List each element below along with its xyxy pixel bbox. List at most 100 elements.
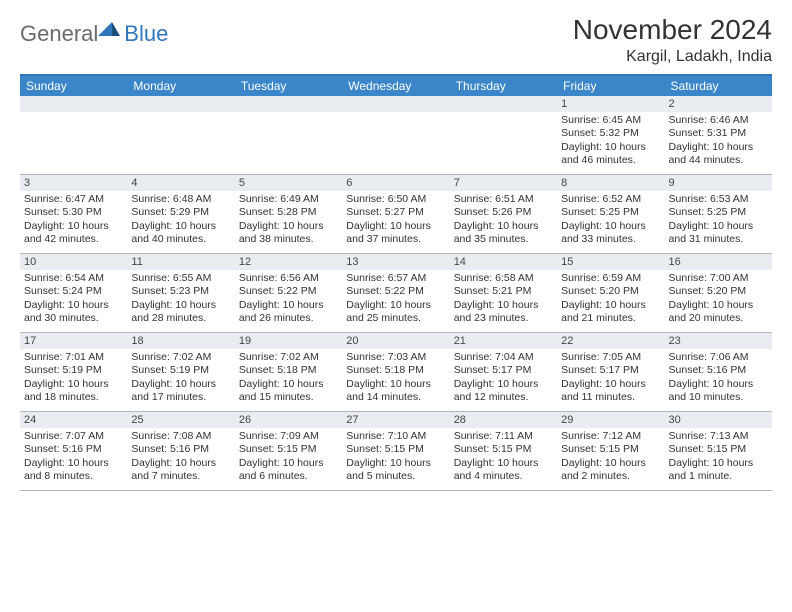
sunset-text: Sunset: 5:17 PM	[561, 364, 660, 377]
calendar-cell: 18Sunrise: 7:02 AMSunset: 5:19 PMDayligh…	[127, 333, 234, 411]
daylight-text: Daylight: 10 hours and 23 minutes.	[454, 299, 553, 326]
sunrise-text: Sunrise: 7:09 AM	[239, 430, 338, 443]
sunrise-text: Sunrise: 7:00 AM	[669, 272, 768, 285]
sunset-text: Sunset: 5:18 PM	[346, 364, 445, 377]
logo-text-general: General	[20, 21, 98, 47]
sunrise-text: Sunrise: 7:11 AM	[454, 430, 553, 443]
day-number: 1	[557, 96, 664, 112]
calendar-cell: 9Sunrise: 6:53 AMSunset: 5:25 PMDaylight…	[665, 175, 772, 253]
day-details: Sunrise: 6:55 AMSunset: 5:23 PMDaylight:…	[127, 270, 234, 330]
day-number: 26	[235, 412, 342, 428]
calendar-page: General Blue November 2024 Kargil, Ladak…	[0, 0, 792, 491]
calendar-cell: 4Sunrise: 6:48 AMSunset: 5:29 PMDaylight…	[127, 175, 234, 253]
day-number	[450, 96, 557, 112]
calendar-cell: 15Sunrise: 6:59 AMSunset: 5:20 PMDayligh…	[557, 254, 664, 332]
daylight-text: Daylight: 10 hours and 33 minutes.	[561, 220, 660, 247]
daylight-text: Daylight: 10 hours and 21 minutes.	[561, 299, 660, 326]
daylight-text: Daylight: 10 hours and 6 minutes.	[239, 457, 338, 484]
calendar-cell: 19Sunrise: 7:02 AMSunset: 5:18 PMDayligh…	[235, 333, 342, 411]
week-row: 10Sunrise: 6:54 AMSunset: 5:24 PMDayligh…	[20, 254, 772, 333]
sunset-text: Sunset: 5:19 PM	[131, 364, 230, 377]
day-number: 11	[127, 254, 234, 270]
day-details: Sunrise: 6:49 AMSunset: 5:28 PMDaylight:…	[235, 191, 342, 251]
calendar-cell: 11Sunrise: 6:55 AMSunset: 5:23 PMDayligh…	[127, 254, 234, 332]
day-header: Saturday	[665, 76, 772, 96]
sunset-text: Sunset: 5:22 PM	[239, 285, 338, 298]
calendar-cell: 22Sunrise: 7:05 AMSunset: 5:17 PMDayligh…	[557, 333, 664, 411]
day-header: Monday	[127, 76, 234, 96]
sunrise-text: Sunrise: 7:05 AM	[561, 351, 660, 364]
daylight-text: Daylight: 10 hours and 44 minutes.	[669, 141, 768, 168]
day-number: 27	[342, 412, 449, 428]
calendar-cell-blank	[20, 96, 127, 174]
calendar-cell: 29Sunrise: 7:12 AMSunset: 5:15 PMDayligh…	[557, 412, 664, 490]
day-number	[20, 96, 127, 112]
sunrise-text: Sunrise: 7:12 AM	[561, 430, 660, 443]
sunset-text: Sunset: 5:17 PM	[454, 364, 553, 377]
sunrise-text: Sunrise: 6:48 AM	[131, 193, 230, 206]
sunset-text: Sunset: 5:22 PM	[346, 285, 445, 298]
daylight-text: Daylight: 10 hours and 17 minutes.	[131, 378, 230, 405]
day-details: Sunrise: 6:51 AMSunset: 5:26 PMDaylight:…	[450, 191, 557, 251]
sunset-text: Sunset: 5:16 PM	[669, 364, 768, 377]
sunset-text: Sunset: 5:15 PM	[454, 443, 553, 456]
daylight-text: Daylight: 10 hours and 38 minutes.	[239, 220, 338, 247]
sunset-text: Sunset: 5:26 PM	[454, 206, 553, 219]
day-details: Sunrise: 6:52 AMSunset: 5:25 PMDaylight:…	[557, 191, 664, 251]
day-details: Sunrise: 7:08 AMSunset: 5:16 PMDaylight:…	[127, 428, 234, 488]
sunset-text: Sunset: 5:20 PM	[669, 285, 768, 298]
daylight-text: Daylight: 10 hours and 46 minutes.	[561, 141, 660, 168]
sunset-text: Sunset: 5:16 PM	[24, 443, 123, 456]
sunset-text: Sunset: 5:25 PM	[669, 206, 768, 219]
calendar-cell: 16Sunrise: 7:00 AMSunset: 5:20 PMDayligh…	[665, 254, 772, 332]
daylight-text: Daylight: 10 hours and 35 minutes.	[454, 220, 553, 247]
daylight-text: Daylight: 10 hours and 11 minutes.	[561, 378, 660, 405]
day-details: Sunrise: 6:47 AMSunset: 5:30 PMDaylight:…	[20, 191, 127, 251]
daylight-text: Daylight: 10 hours and 1 minute.	[669, 457, 768, 484]
sunrise-text: Sunrise: 7:02 AM	[239, 351, 338, 364]
day-details: Sunrise: 7:07 AMSunset: 5:16 PMDaylight:…	[20, 428, 127, 488]
day-number: 20	[342, 333, 449, 349]
day-number: 28	[450, 412, 557, 428]
day-number: 5	[235, 175, 342, 191]
daylight-text: Daylight: 10 hours and 28 minutes.	[131, 299, 230, 326]
sunrise-text: Sunrise: 7:04 AM	[454, 351, 553, 364]
day-details: Sunrise: 7:02 AMSunset: 5:19 PMDaylight:…	[127, 349, 234, 409]
sunrise-text: Sunrise: 6:57 AM	[346, 272, 445, 285]
sunrise-text: Sunrise: 6:58 AM	[454, 272, 553, 285]
calendar-cell: 10Sunrise: 6:54 AMSunset: 5:24 PMDayligh…	[20, 254, 127, 332]
daylight-text: Daylight: 10 hours and 8 minutes.	[24, 457, 123, 484]
day-details: Sunrise: 7:01 AMSunset: 5:19 PMDaylight:…	[20, 349, 127, 409]
day-details: Sunrise: 7:04 AMSunset: 5:17 PMDaylight:…	[450, 349, 557, 409]
week-row: 17Sunrise: 7:01 AMSunset: 5:19 PMDayligh…	[20, 333, 772, 412]
day-number: 12	[235, 254, 342, 270]
calendar-cell: 21Sunrise: 7:04 AMSunset: 5:17 PMDayligh…	[450, 333, 557, 411]
daylight-text: Daylight: 10 hours and 4 minutes.	[454, 457, 553, 484]
day-details: Sunrise: 6:57 AMSunset: 5:22 PMDaylight:…	[342, 270, 449, 330]
sunset-text: Sunset: 5:31 PM	[669, 127, 768, 140]
day-details: Sunrise: 6:48 AMSunset: 5:29 PMDaylight:…	[127, 191, 234, 251]
day-header: Wednesday	[342, 76, 449, 96]
daylight-text: Daylight: 10 hours and 5 minutes.	[346, 457, 445, 484]
day-number	[127, 96, 234, 112]
sunrise-text: Sunrise: 6:56 AM	[239, 272, 338, 285]
day-details: Sunrise: 7:02 AMSunset: 5:18 PMDaylight:…	[235, 349, 342, 409]
day-number: 2	[665, 96, 772, 112]
day-details: Sunrise: 7:11 AMSunset: 5:15 PMDaylight:…	[450, 428, 557, 488]
day-details: Sunrise: 6:59 AMSunset: 5:20 PMDaylight:…	[557, 270, 664, 330]
day-number: 25	[127, 412, 234, 428]
sunset-text: Sunset: 5:15 PM	[346, 443, 445, 456]
calendar-cell-blank	[450, 96, 557, 174]
calendar-cell: 5Sunrise: 6:49 AMSunset: 5:28 PMDaylight…	[235, 175, 342, 253]
day-details: Sunrise: 7:09 AMSunset: 5:15 PMDaylight:…	[235, 428, 342, 488]
week-row: 3Sunrise: 6:47 AMSunset: 5:30 PMDaylight…	[20, 175, 772, 254]
sunrise-text: Sunrise: 6:52 AM	[561, 193, 660, 206]
daylight-text: Daylight: 10 hours and 20 minutes.	[669, 299, 768, 326]
calendar-cell: 26Sunrise: 7:09 AMSunset: 5:15 PMDayligh…	[235, 412, 342, 490]
sunrise-text: Sunrise: 6:46 AM	[669, 114, 768, 127]
sunset-text: Sunset: 5:16 PM	[131, 443, 230, 456]
calendar-cell: 24Sunrise: 7:07 AMSunset: 5:16 PMDayligh…	[20, 412, 127, 490]
daylight-text: Daylight: 10 hours and 15 minutes.	[239, 378, 338, 405]
day-number: 10	[20, 254, 127, 270]
day-details: Sunrise: 7:05 AMSunset: 5:17 PMDaylight:…	[557, 349, 664, 409]
